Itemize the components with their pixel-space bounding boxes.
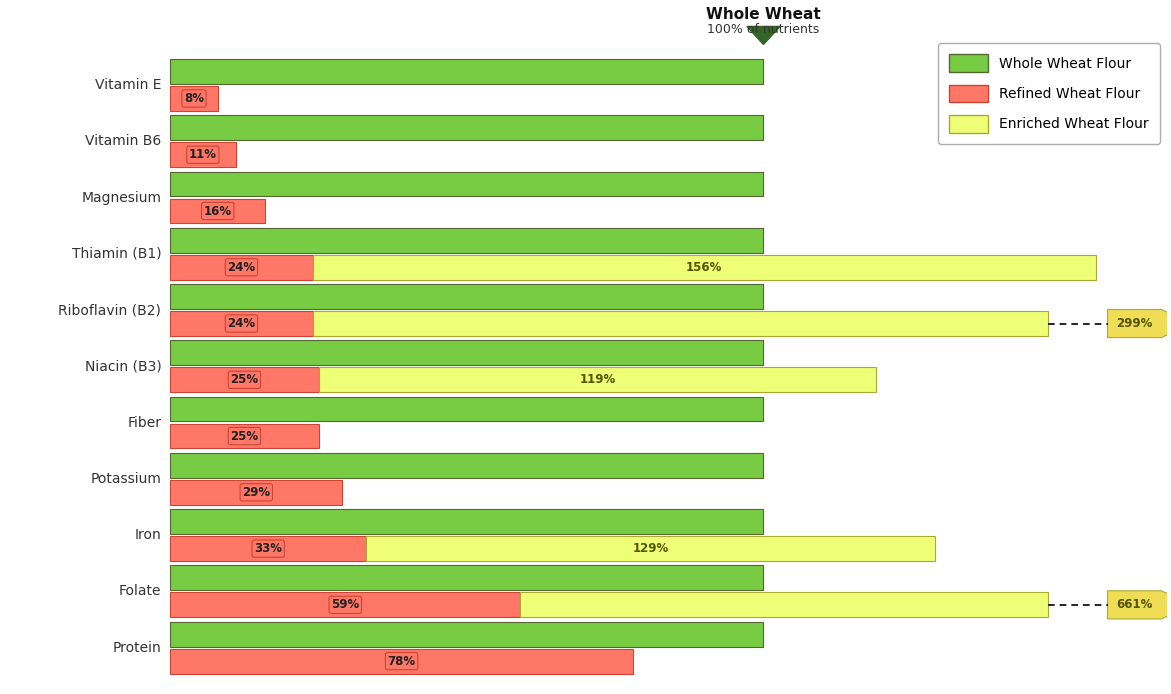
Bar bbox=[170, 255, 313, 280]
Text: 78%: 78% bbox=[388, 654, 416, 668]
Bar bbox=[170, 367, 319, 392]
Text: 25%: 25% bbox=[231, 430, 259, 443]
Text: 11%: 11% bbox=[189, 149, 217, 161]
Text: 24%: 24% bbox=[227, 261, 255, 273]
Text: 29%: 29% bbox=[242, 486, 271, 499]
Text: 299%: 299% bbox=[1116, 317, 1152, 330]
Text: 119%: 119% bbox=[580, 373, 616, 387]
Text: 59%: 59% bbox=[331, 598, 359, 611]
Text: Riboflavin (B2): Riboflavin (B2) bbox=[59, 303, 162, 317]
Text: Vitamin B6: Vitamin B6 bbox=[85, 134, 162, 149]
Text: Whole Wheat: Whole Wheat bbox=[706, 7, 821, 22]
Text: Vitamin E: Vitamin E bbox=[95, 78, 162, 92]
Bar bbox=[170, 453, 763, 477]
Text: Magnesium: Magnesium bbox=[81, 190, 162, 205]
Bar bbox=[319, 367, 876, 392]
Bar bbox=[170, 115, 763, 140]
Text: 129%: 129% bbox=[632, 542, 669, 555]
Text: Protein: Protein bbox=[112, 641, 162, 654]
Bar bbox=[520, 593, 1048, 617]
Bar bbox=[170, 341, 763, 365]
Text: 8%: 8% bbox=[184, 92, 204, 105]
Text: 100% of nutrients: 100% of nutrients bbox=[707, 22, 820, 35]
Bar bbox=[170, 566, 763, 590]
Bar bbox=[170, 198, 265, 223]
Polygon shape bbox=[1108, 591, 1171, 619]
Bar bbox=[170, 480, 342, 505]
Bar bbox=[170, 142, 235, 167]
Polygon shape bbox=[747, 26, 780, 44]
Bar bbox=[170, 536, 367, 561]
Text: Potassium: Potassium bbox=[90, 472, 162, 486]
Text: 661%: 661% bbox=[1116, 598, 1152, 611]
Text: Folate: Folate bbox=[119, 584, 162, 598]
Text: 16%: 16% bbox=[204, 205, 232, 217]
Text: 156%: 156% bbox=[686, 261, 723, 273]
Bar bbox=[313, 255, 1096, 280]
Bar bbox=[170, 311, 313, 336]
Text: Thiamin (B1): Thiamin (B1) bbox=[71, 247, 162, 261]
Bar bbox=[170, 424, 319, 448]
Bar bbox=[170, 171, 763, 196]
Bar bbox=[170, 622, 763, 647]
Legend: Whole Wheat Flour, Refined Wheat Flour, Enriched Wheat Flour: Whole Wheat Flour, Refined Wheat Flour, … bbox=[938, 43, 1160, 144]
Bar bbox=[170, 509, 763, 534]
Bar bbox=[367, 536, 936, 561]
Text: 24%: 24% bbox=[227, 317, 255, 330]
Bar bbox=[170, 59, 763, 84]
Text: Niacin (B3): Niacin (B3) bbox=[84, 359, 162, 373]
Bar bbox=[170, 649, 634, 673]
Text: Fiber: Fiber bbox=[128, 416, 162, 430]
Bar bbox=[170, 593, 520, 617]
Polygon shape bbox=[1108, 310, 1171, 337]
Text: 25%: 25% bbox=[231, 373, 259, 387]
Bar bbox=[170, 228, 763, 253]
Bar bbox=[170, 397, 763, 421]
Bar bbox=[170, 86, 218, 111]
Bar bbox=[170, 284, 763, 309]
Text: 33%: 33% bbox=[254, 542, 282, 555]
Bar bbox=[313, 311, 1048, 336]
Text: Iron: Iron bbox=[135, 528, 162, 542]
